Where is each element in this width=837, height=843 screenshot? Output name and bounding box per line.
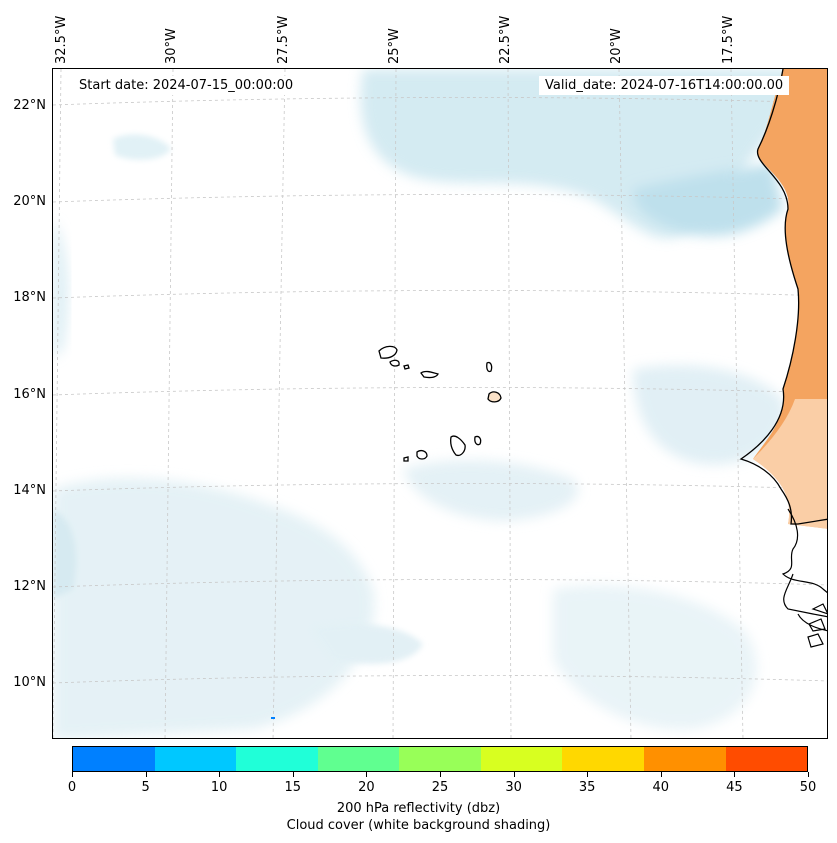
coastline [739,69,827,525]
graticule [53,69,827,738]
cloud-field-central [403,460,579,521]
cloud-patch-west-edge [53,219,69,359]
colorbar-sublabel: Cloud cover (white background shading) [286,818,551,833]
island-maio [474,435,482,446]
colorbar-segment [480,747,563,771]
island-fogo [416,449,428,460]
lat-label-18n: 18°N [13,290,46,305]
colorbar-tick [145,772,147,777]
cloud-field-southwest [53,478,375,738]
colorbar-tick [366,772,368,777]
colorbar-tick-label: 0 [67,780,77,795]
colorbar-tick-label: 5 [141,780,150,795]
island-sao-nicolau [420,370,439,379]
colorbar-segment [317,747,400,771]
colorbar-tick [219,772,221,777]
island-boa-vista [487,391,502,403]
island-santa-luzia [403,364,410,370]
colorbar-segment [73,747,155,771]
lon-label-27-5w: 27.5°W [276,15,291,64]
lon-label-30w: 30°W [164,28,179,64]
colorbar-tick [734,772,736,777]
cloud-field-east [633,365,785,465]
lon-label-20w: 20°W [609,28,624,64]
island-sao-vicente [389,359,400,367]
start-date-label: Start date: 2024-07-15_00:00:00 [73,76,300,95]
lat-label-12n: 12°N [13,579,46,594]
map-canvas[interactable] [53,69,828,739]
cloud-patch-sw-dense [53,509,77,599]
lat-label-22n: 22°N [13,98,46,113]
colorbar-tick [587,772,589,777]
colorbar-segment [725,747,808,771]
africa-landmass [739,69,827,648]
coastline-south [781,508,827,648]
lon-label-32-5w: 32.5°W [54,15,69,64]
land-shading-pale [753,399,827,529]
lon-label-25w: 25°W [387,28,402,64]
colorbar-tick-label: 35 [578,780,596,795]
colorbar-tick-label: 15 [284,780,302,795]
island-santo-antao [378,345,398,359]
colorbar-segment [643,747,726,771]
reflectivity-speck [271,717,275,719]
colorbar-tick [440,772,441,777]
colorbar-tick [292,772,294,777]
colorbar-tick [513,772,515,777]
lat-label-10n: 10°N [13,675,46,690]
cloud-patch-center-south [313,624,423,664]
lon-label-22-5w: 22.5°W [498,15,513,64]
colorbar-tick-label: 25 [431,780,449,795]
colorbar-segment [236,747,318,771]
cloud-shading [53,69,793,738]
cloud-band-north-dense [633,164,783,237]
colorbar-tick-label: 30 [505,780,522,795]
colorbar [72,746,808,772]
colorbar-segment [562,747,644,771]
colorbar-tick-label: 50 [799,780,817,795]
map-panel[interactable] [52,68,828,739]
colorbar-tick [72,772,73,777]
lon-label-17-5w: 17.5°W [721,15,736,64]
colorbar-tick-label: 40 [652,780,670,795]
valid-date-label: Valid_date: 2024-07-16T14:00:00.00 [539,76,790,95]
colorbar-tick-label: 10 [210,780,228,795]
island-sal [486,361,493,373]
lat-label-20n: 20°N [13,194,46,209]
colorbar-tick-label: 45 [726,780,743,795]
colorbar-tick [808,772,809,777]
lat-label-14n: 14°N [13,483,46,498]
island-santiago [450,435,466,457]
colorbar-tick-label: 20 [358,780,375,795]
colorbar-segment [154,747,237,771]
lat-label-16n: 16°N [13,387,46,402]
island-brava [403,456,409,462]
colorbar-tick [660,772,662,777]
colorbar-segment [399,747,481,771]
cloud-field-southeast [553,585,757,730]
cabo-verde-islands [378,345,502,462]
colorbar-label: 200 hPa reflectivity (dbz) [336,801,501,816]
cloud-patch-nw [113,134,171,160]
